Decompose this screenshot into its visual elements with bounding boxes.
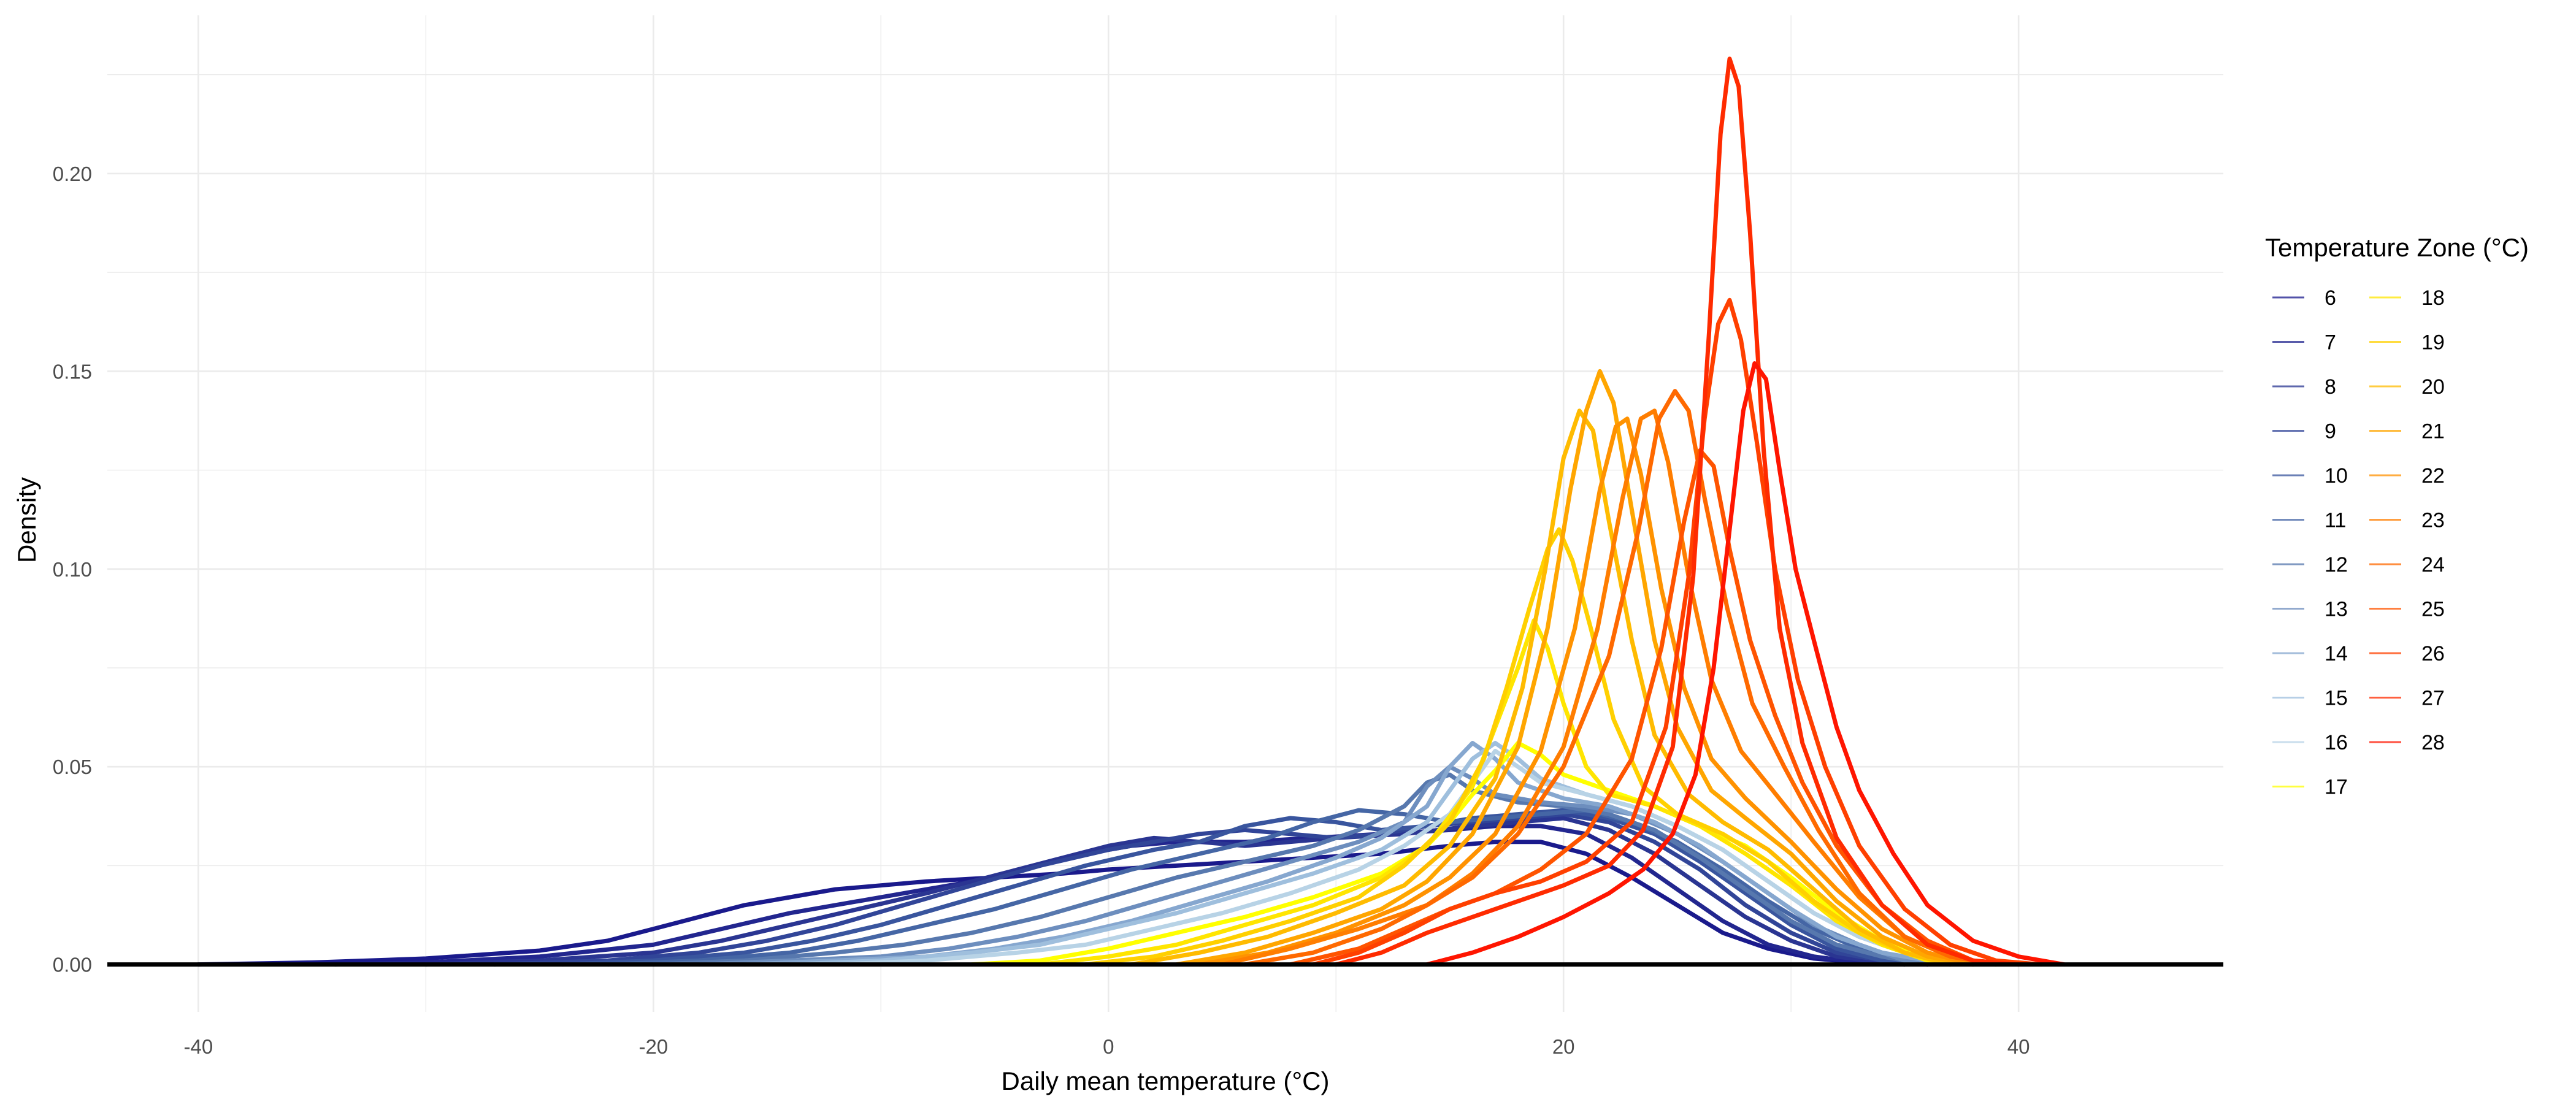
legend-item-zone-21: 21 [2369, 420, 2445, 443]
legend: Temperature Zone (°C) 6 7 8 9 10 11 12 13 14 15 16… [2265, 233, 2529, 799]
series-lines [196, 56, 2066, 967]
legend-label: 13 [2325, 598, 2348, 621]
legend-label: 11 [2325, 509, 2346, 532]
legend-label: 10 [2325, 464, 2348, 488]
legend-item-zone-23: 23 [2369, 509, 2445, 532]
legend-item-zone-10: 10 [2272, 464, 2348, 488]
y-axis-title: Density [12, 477, 41, 563]
series-line-zone-21 [1175, 369, 1976, 967]
legend-item-zone-16: 16 [2272, 731, 2348, 754]
series-line-zone-14 [742, 741, 1976, 967]
x-axis-title: Daily mean temperature (°C) [1002, 1067, 1330, 1095]
x-tick-label: -20 [638, 1035, 668, 1058]
x-tick-label: -40 [184, 1035, 213, 1058]
legend-label: 20 [2421, 375, 2445, 399]
legend-label: 28 [2421, 731, 2445, 754]
legend-label: 18 [2421, 286, 2445, 310]
legend-item-zone-12: 12 [2272, 553, 2348, 576]
legend-item-zone-11: 11 [2272, 509, 2346, 532]
series-line-zone-23 [1220, 408, 1998, 967]
legend-label: 21 [2421, 420, 2445, 443]
y-tick-label: 0.15 [53, 360, 92, 383]
y-tick-label: 0.05 [53, 756, 92, 778]
series-line-zone-19 [1083, 527, 1953, 967]
series-line-zone-28 [1425, 361, 2066, 967]
x-tick-label: 40 [2007, 1035, 2030, 1058]
legend-item-zone-15: 15 [2272, 687, 2348, 710]
grid-lines [107, 15, 2223, 1012]
series-line-zone-8 [423, 816, 1930, 967]
legend-label: 19 [2421, 331, 2445, 354]
legend-label: 12 [2325, 553, 2348, 576]
y-tick-label: 0.00 [53, 954, 92, 976]
legend-label: 8 [2325, 375, 2336, 399]
legend-item-zone-20: 20 [2369, 375, 2445, 399]
x-axis-ticks: -40 -20 0 20 40 [184, 1035, 2030, 1058]
legend-label: 7 [2325, 331, 2336, 354]
legend-item-zone-22: 22 [2369, 464, 2445, 488]
legend-items: 6 7 8 9 10 11 12 13 14 15 16 17 18 19 20 21 22 23 24 25 26 27… [2272, 286, 2445, 799]
legend-item-zone-17: 17 [2272, 776, 2348, 799]
legend-item-zone-14: 14 [2272, 642, 2348, 665]
y-axis-ticks: 0.00 0.05 0.10 0.15 0.20 [53, 163, 92, 976]
legend-item-zone-19: 19 [2369, 331, 2445, 354]
legend-item-zone-18: 18 [2369, 286, 2445, 310]
legend-label: 23 [2421, 509, 2445, 532]
legend-item-zone-13: 13 [2272, 598, 2348, 621]
legend-label: 17 [2325, 776, 2348, 799]
legend-title: Temperature Zone (°C) [2265, 233, 2529, 262]
series-line-zone-22 [1197, 416, 1976, 967]
legend-label: 27 [2421, 687, 2445, 710]
series-line-zone-12 [651, 772, 1930, 967]
legend-label: 24 [2421, 553, 2445, 576]
legend-item-zone-6: 6 [2272, 286, 2336, 310]
x-tick-label: 20 [1552, 1035, 1575, 1058]
legend-label: 6 [2325, 286, 2336, 310]
series-line-zone-27 [1333, 56, 2021, 967]
legend-item-zone-27: 27 [2369, 687, 2445, 710]
legend-item-zone-9: 9 [2272, 420, 2336, 443]
series-line-zone-11 [605, 808, 1953, 967]
series-line-zone-26 [1311, 297, 2044, 967]
legend-item-zone-28: 28 [2369, 731, 2445, 754]
legend-label: 22 [2421, 464, 2445, 488]
legend-item-zone-7: 7 [2272, 331, 2336, 354]
y-tick-label: 0.10 [53, 558, 92, 581]
legend-item-zone-26: 26 [2369, 642, 2445, 665]
series-line-zone-10 [560, 808, 1930, 967]
legend-label: 9 [2325, 420, 2336, 443]
legend-item-zone-24: 24 [2369, 553, 2445, 576]
series-line-zone-24 [1243, 389, 1998, 967]
y-tick-label: 0.20 [53, 163, 92, 185]
legend-label: 16 [2325, 731, 2348, 754]
x-tick-label: 0 [1103, 1035, 1114, 1058]
legend-label: 15 [2325, 687, 2348, 710]
legend-label: 14 [2325, 642, 2348, 665]
series-line-zone-16 [833, 748, 1953, 967]
legend-item-zone-25: 25 [2369, 598, 2445, 621]
legend-label: 26 [2421, 642, 2445, 665]
legend-label: 25 [2421, 598, 2445, 621]
legend-item-zone-8: 8 [2272, 375, 2336, 399]
